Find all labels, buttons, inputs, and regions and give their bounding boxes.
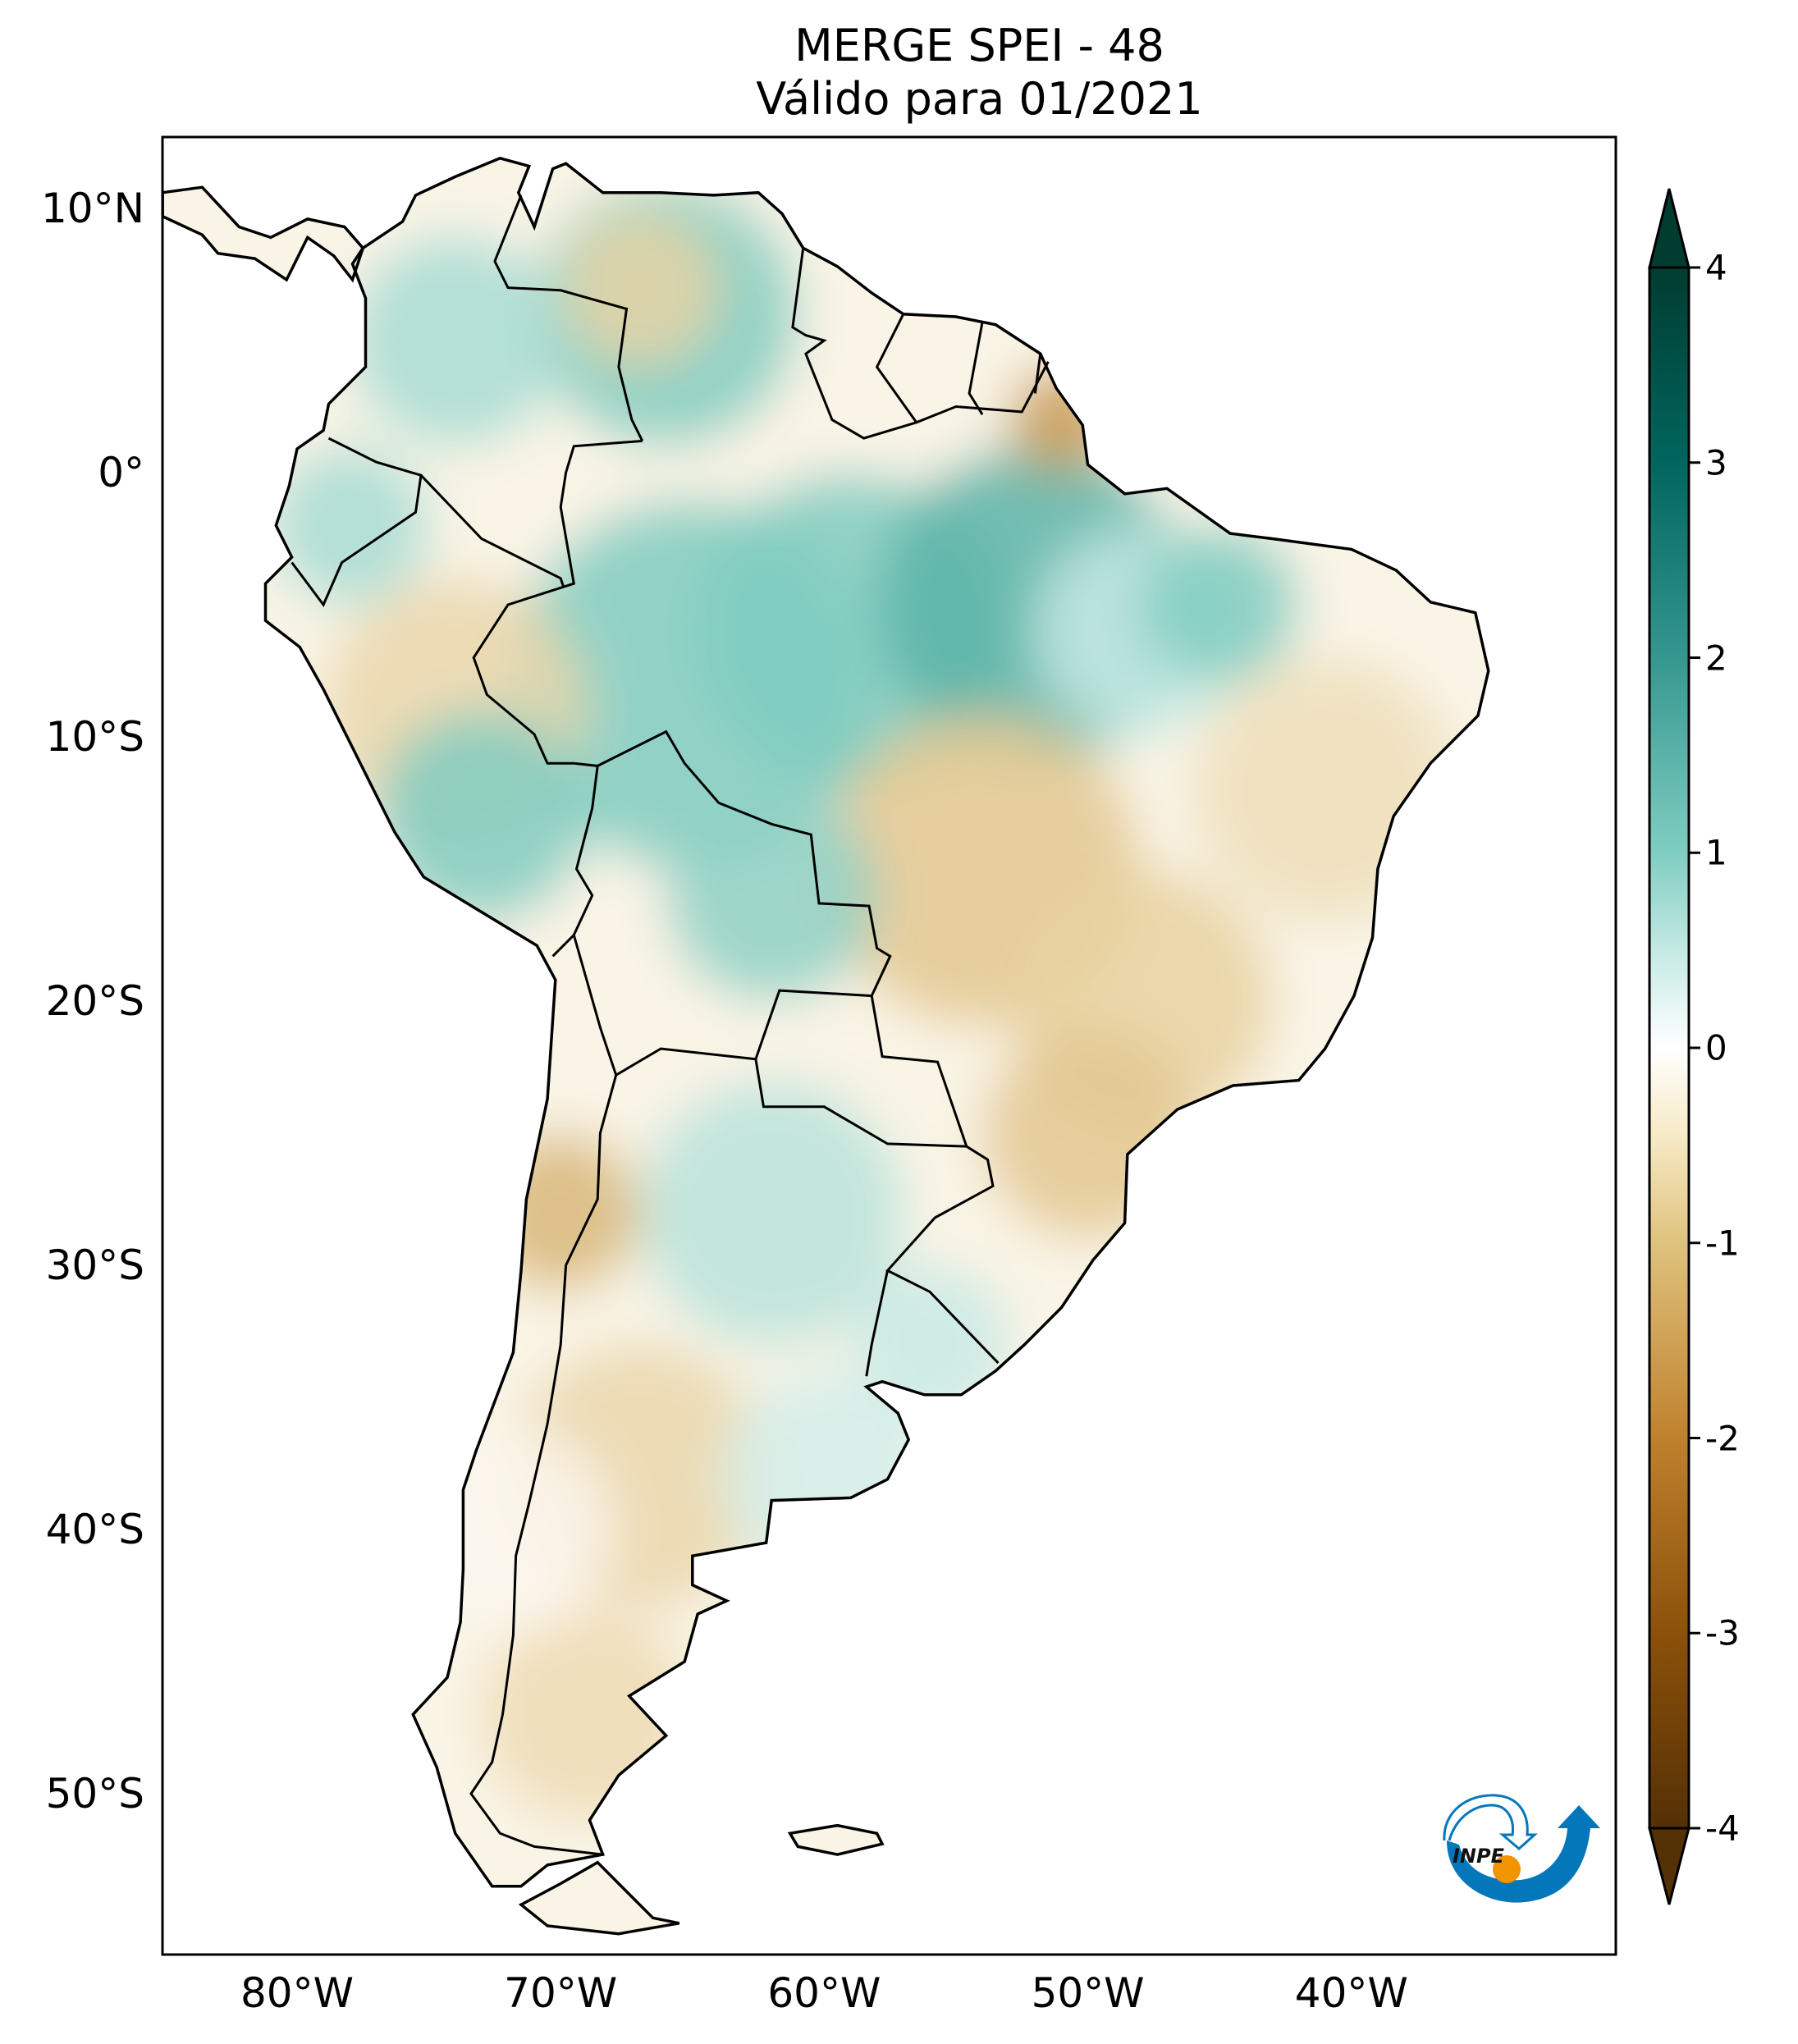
colorbar-tick-label: 2 [1705,638,1727,678]
logo-text: INPE [1453,1845,1505,1868]
border-line [472,439,1000,1365]
border-line [875,313,918,423]
colorbar-tick-label: 3 [1705,442,1727,483]
colorbar [1648,188,1700,1905]
colorbar-tick-label: -4 [1705,1808,1740,1849]
spei-anomaly-patch [560,208,719,367]
border-line [291,437,423,607]
colorbar-extend-min [1648,1827,1690,1905]
lat-tick-label: 10°N [40,185,144,232]
colorbar-tick-label: 4 [1705,247,1727,288]
tierra-del-fuego-outline [518,1860,680,1936]
lon-tick-label: 50°W [1031,1969,1145,2017]
spei-anomaly-patch [640,1081,904,1344]
border-line [1033,353,1042,394]
spei-anomaly-patch [271,446,429,605]
spei-anomaly-patch [666,790,877,1001]
spei-anomaly-patch [350,235,560,446]
lon-tick-label: 80°W [240,1969,355,2017]
colorbar-tick-label: 0 [1705,1027,1727,1068]
spei-anomaly-patch [1193,658,1457,921]
spei-anomaly-patch [982,1028,1193,1238]
lat-tick-label: 30°S [45,1241,144,1289]
spei-anomaly-patch [1141,526,1299,684]
border-line [968,322,984,415]
map-subtitle: Válido para 01/2021 [756,73,1203,125]
map-title: MERGE SPEI - 48 [794,20,1164,71]
colorbar-tick-label: -1 [1705,1223,1740,1264]
colorbar-tick-label: -3 [1705,1612,1740,1653]
spei-anomaly-patch [1009,367,1114,473]
inpe-logo: INPE [1443,1794,1600,1903]
border-line [493,194,644,442]
spei-anomaly-patch [482,1133,640,1292]
border-line [469,1074,618,1856]
spei-anomaly-patch [162,158,1489,1934]
border-line [754,1059,967,1148]
colorbar-tick-label: 1 [1705,832,1727,873]
lon-tick-label: 70°W [504,1969,618,2017]
lat-tick-label: 20°S [45,977,144,1025]
coastline [161,156,1490,1936]
lat-tick-label: 10°S [45,713,144,761]
lat-tick-label: 50°S [45,1770,144,1818]
falkland-islands-outline [787,1823,885,1856]
spei-field [162,158,1489,1934]
lon-tick-label: 60°W [767,1969,881,2017]
spei-anomaly-patch [719,1371,930,1582]
central-america-outline [161,185,365,283]
lon-tick-label: 40°W [1294,1969,1408,2017]
mainland-outline [263,156,1490,1888]
colorbar-tick-label: -2 [1705,1418,1740,1458]
spei-anomaly-patch [402,1424,613,1635]
map-frame [161,135,1617,1956]
border-line [551,934,575,958]
colorbar-body [1649,268,1689,1828]
border-line [419,474,565,587]
lat-tick-label: 0° [98,449,144,496]
colorbar-extend-max [1648,188,1690,269]
border-line [865,1270,889,1377]
border-line [572,766,872,1077]
country-borders [291,194,1050,1856]
lat-tick-label: 40°S [45,1506,144,1553]
spei-anomaly-patch [376,711,587,921]
